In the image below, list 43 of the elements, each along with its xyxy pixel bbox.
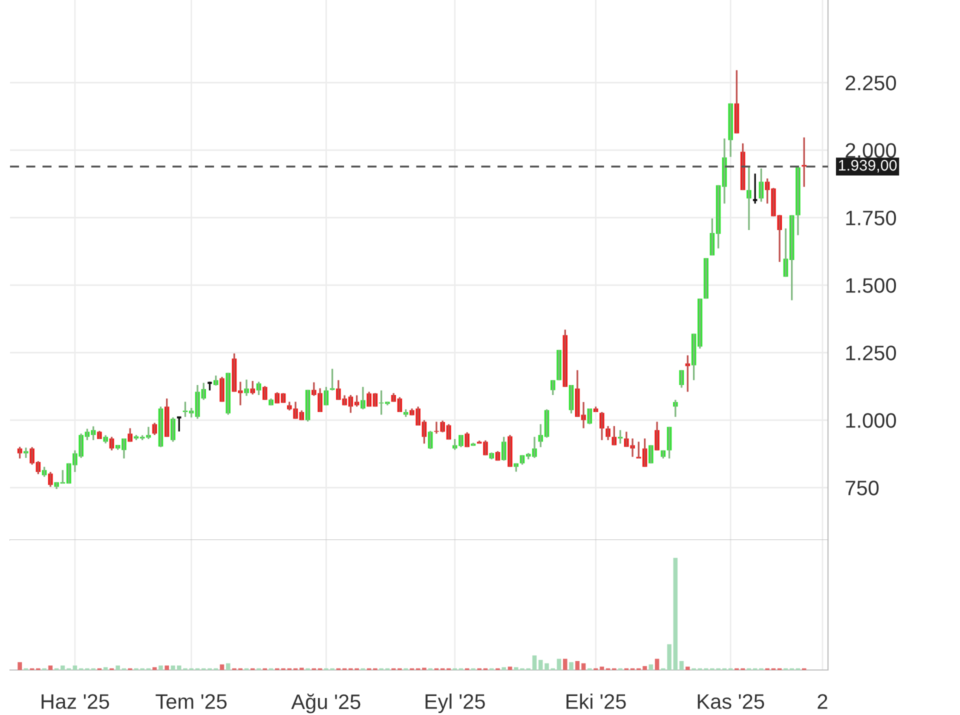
bar [18,662,22,670]
category-label: Tem '25 [156,694,227,709]
bar [502,667,506,670]
category-label: Kas '25 [698,694,764,709]
bar [569,662,574,670]
y-tick-label: 1.250 [846,346,896,360]
bar [152,667,157,670]
candlestick [648,444,654,464]
bar [562,658,568,670]
category-label: 2 [818,694,828,709]
bar [164,666,170,670]
bar [600,666,604,670]
category-label: Haz '25 [42,694,110,709]
y-tick-label: 1.000 [846,413,896,428]
bar [575,661,580,670]
bar [673,558,678,670]
y-tick-label: 1.500 [846,278,896,293]
bar [648,664,654,670]
y-tick-label: 750 [846,480,879,496]
bar [686,666,690,670]
bar [532,655,537,670]
category-label: Eyl '25 [426,694,485,714]
ref-line-label: 1.939,00 [838,160,897,172]
bar [103,667,108,670]
bar [581,663,586,670]
bar [679,661,684,670]
bar [508,666,512,670]
bar [116,666,120,670]
bar [48,666,53,670]
bar [72,666,78,670]
bar [226,663,230,670]
y-tick-label: 2.250 [846,76,896,90]
bar [556,658,562,670]
candlestick [556,349,562,381]
y-tick-label: 1.750 [846,210,896,226]
bar [170,666,176,670]
candlestick [704,257,708,300]
category-label: Ağu '25 [291,694,360,714]
bar [654,658,660,670]
bar [158,666,163,670]
y-tick-label: 2.000 [846,143,896,158]
category-label: Eki '25 [566,694,626,709]
bar [220,664,224,670]
